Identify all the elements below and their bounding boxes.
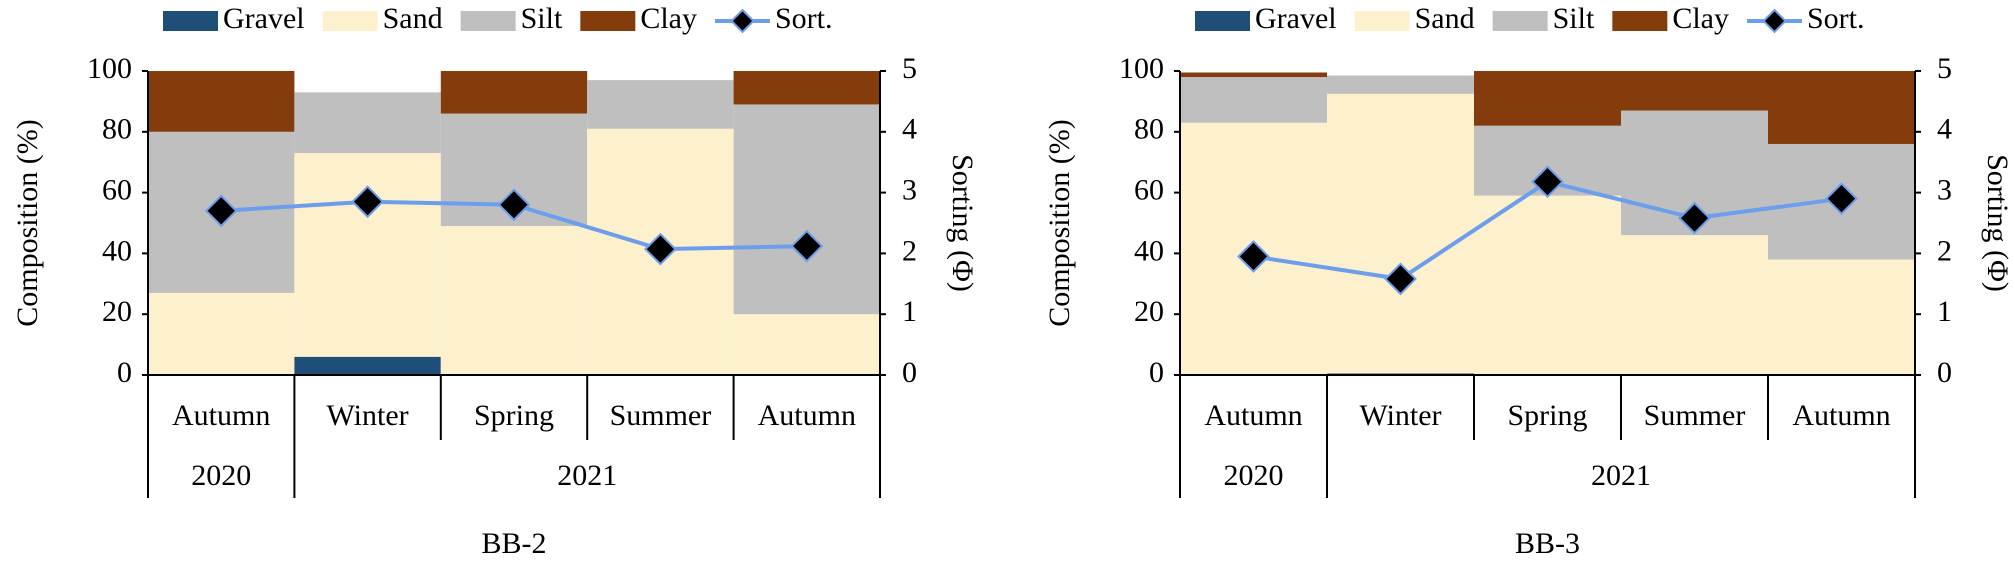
legend-swatch (163, 11, 218, 31)
y2-tick-label: 2 (902, 234, 917, 267)
y-tick-label: 0 (117, 356, 132, 389)
sorting-marker (204, 194, 238, 228)
bar-segment (1327, 93, 1474, 374)
y2-tick-label: 3 (902, 173, 917, 206)
y2-tick-label: 3 (1937, 173, 1952, 206)
chart-title: BB-3 (1515, 527, 1580, 560)
y2-tick-label: 2 (1937, 234, 1952, 267)
sorting-marker (1825, 182, 1858, 216)
y2-tick-label: 4 (902, 113, 917, 146)
sorting-marker (497, 188, 531, 222)
group-label: 2021 (1591, 459, 1651, 492)
x-tick-label: Summer (1644, 399, 1746, 432)
legend-swatch (580, 11, 636, 31)
y-tick-label: 100 (87, 52, 132, 85)
y-tick-label: 60 (1134, 173, 1164, 206)
bar-segment (1180, 72, 1327, 78)
legend-label: Sand (1415, 2, 1475, 35)
x-tick-label: Spring (1507, 399, 1587, 432)
y-axis-title: Composition (%) (11, 119, 44, 327)
bar-segment (440, 226, 588, 375)
bar-segment (440, 71, 588, 114)
x-tick-label: Autumn (1792, 399, 1890, 432)
y-tick-label: 80 (102, 113, 132, 146)
legend-swatch (1195, 11, 1250, 31)
bar-segment (1474, 195, 1621, 375)
bar-segment (294, 92, 441, 154)
y2-tick-label: 5 (902, 52, 917, 85)
x-tick-label: Summer (610, 399, 712, 432)
legend-label: Clay (640, 2, 697, 35)
legend-label: Gravel (1255, 2, 1337, 35)
y2-axis-title: Sorting (Φ) (946, 154, 979, 292)
group-label: 2020 (191, 459, 251, 492)
bar-segment (148, 292, 295, 375)
legend-label: Sort. (775, 2, 833, 35)
legend-swatch (1354, 11, 1410, 31)
bar-segment (148, 71, 295, 132)
legend-swatch (1492, 11, 1548, 31)
y2-tick-label: 5 (1937, 52, 1952, 85)
bar-segment (733, 104, 880, 315)
bar-segment (1768, 259, 1915, 375)
sorting-marker (1384, 262, 1417, 296)
legend-swatch (322, 11, 378, 31)
y-tick-label: 80 (1134, 113, 1164, 146)
legend-label: Silt (1553, 2, 1595, 35)
y-tick-label: 0 (1149, 356, 1164, 389)
bar-segment (1474, 71, 1621, 126)
sorting-marker (1237, 240, 1270, 273)
sorting-marker (1531, 165, 1564, 199)
chart-title: BB-2 (481, 527, 546, 560)
y2-tick-label: 1 (1937, 295, 1952, 328)
legend-swatch (1612, 11, 1668, 31)
bar-segment (1621, 71, 1768, 111)
x-tick-label: Autumn (758, 399, 856, 432)
y-tick-label: 20 (1134, 295, 1164, 328)
y2-axis-title: Sorting (Φ) (1981, 154, 2014, 292)
y-tick-label: 60 (102, 173, 132, 206)
y-tick-label: 40 (102, 234, 132, 267)
bar-segment (1768, 71, 1915, 144)
legend-label: Silt (521, 2, 563, 35)
legend-label: Clay (1672, 2, 1729, 35)
sorting-marker (643, 232, 677, 266)
bar-segment (1327, 75, 1474, 94)
bar-segment (294, 356, 441, 375)
y2-tick-label: 0 (1937, 356, 1952, 389)
legend-label: Sort. (1807, 2, 1865, 35)
sorting-marker (351, 185, 385, 219)
x-tick-label: Spring (474, 399, 554, 432)
bar-segment (294, 153, 441, 357)
y2-tick-label: 1 (902, 295, 917, 328)
sorting-marker (1678, 201, 1711, 235)
legend-label: Gravel (223, 2, 305, 35)
y2-tick-label: 4 (1937, 113, 1952, 146)
legend-swatch (460, 11, 516, 31)
legend-label: Sand (383, 2, 443, 35)
y-tick-label: 100 (1119, 52, 1164, 85)
legend-marker (1762, 8, 1787, 34)
bar-segment (1180, 77, 1327, 123)
group-label: 2021 (557, 459, 617, 492)
group-label: 2020 (1224, 459, 1284, 492)
bar-segment (1621, 235, 1768, 375)
y-tick-label: 40 (1134, 234, 1164, 267)
y-tick-label: 20 (102, 295, 132, 328)
y-axis-title: Composition (%) (1043, 119, 1076, 327)
x-tick-label: Winter (1359, 399, 1441, 432)
x-tick-label: Winter (327, 399, 409, 432)
bar-segment (733, 314, 880, 375)
x-tick-label: Autumn (172, 399, 270, 432)
bar-segment (587, 80, 734, 129)
bar-segment (733, 71, 880, 105)
y2-tick-label: 0 (902, 356, 917, 389)
sorting-marker (790, 229, 824, 263)
x-tick-label: Autumn (1204, 399, 1302, 432)
legend-marker (730, 8, 755, 34)
